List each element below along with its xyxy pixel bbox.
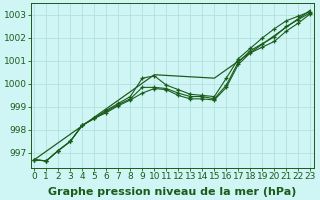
X-axis label: Graphe pression niveau de la mer (hPa): Graphe pression niveau de la mer (hPa) xyxy=(48,187,297,197)
